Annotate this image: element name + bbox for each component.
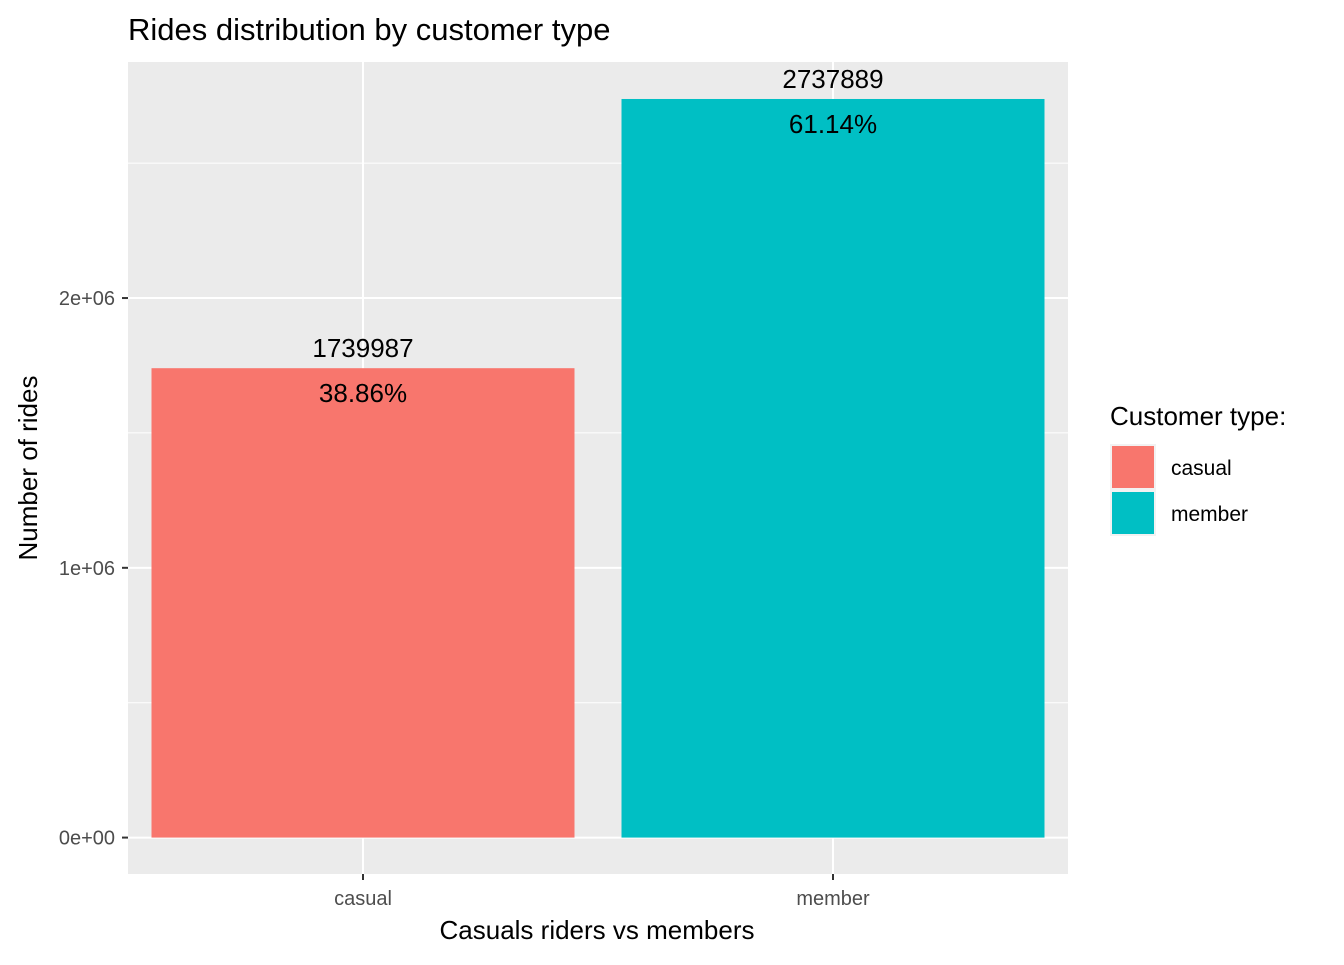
bar-member: [621, 98, 1045, 838]
chart-title: Rides distribution by customer type: [128, 12, 610, 47]
x-tick-label: casual: [334, 888, 392, 910]
legend-swatch-casual: [1112, 446, 1154, 488]
bar-percent-label: 61.14%: [789, 109, 877, 139]
bar-value-label: 1739987: [312, 333, 413, 363]
bar-casual: [151, 368, 575, 838]
legend-title: Customer type:: [1110, 401, 1286, 431]
legend: Customer type: casual member: [1110, 401, 1286, 536]
x-axis: casual member: [334, 874, 870, 910]
x-tick-label: member: [796, 888, 870, 910]
legend-label: member: [1171, 503, 1248, 526]
y-tick-label: 1e+06: [59, 558, 115, 580]
y-axis: 0e+00 1e+06 2e+06: [59, 288, 128, 850]
legend-label: casual: [1171, 457, 1232, 480]
y-tick-label: 2e+06: [59, 288, 115, 310]
bars: [151, 98, 1045, 838]
y-tick-label: 0e+00: [59, 828, 115, 850]
bar-value-label: 2737889: [782, 64, 883, 94]
legend-swatch-member: [1112, 492, 1154, 534]
bar-percent-label: 38.86%: [319, 378, 407, 408]
bar-labels: 1739987 38.86% 2737889 61.14%: [312, 64, 883, 408]
x-axis-title: Casuals riders vs members: [440, 915, 755, 945]
y-axis-title: Number of rides: [13, 376, 43, 561]
